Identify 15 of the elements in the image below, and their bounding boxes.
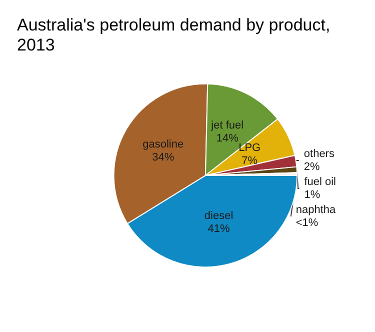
data-label: 1% [304,188,320,201]
data-label: 41% [208,222,230,235]
slice-label: others [304,148,335,160]
data-label: 2% [304,160,320,173]
data-label: 34% [152,152,174,164]
slice-label: gasoline [142,138,184,151]
slice-label: jet fuel [210,119,244,132]
slice-label: diesel [204,210,234,222]
slice-label: LPG [238,142,261,154]
slice-label: naphtha [296,204,337,216]
data-label: 7% [242,155,258,168]
slice-label: fuel oil [304,176,336,188]
chart-title: Australia's petroleum demand by product, 2013 [17,16,330,54]
data-label: <1% [296,216,318,229]
data-label: 14% [216,132,239,144]
